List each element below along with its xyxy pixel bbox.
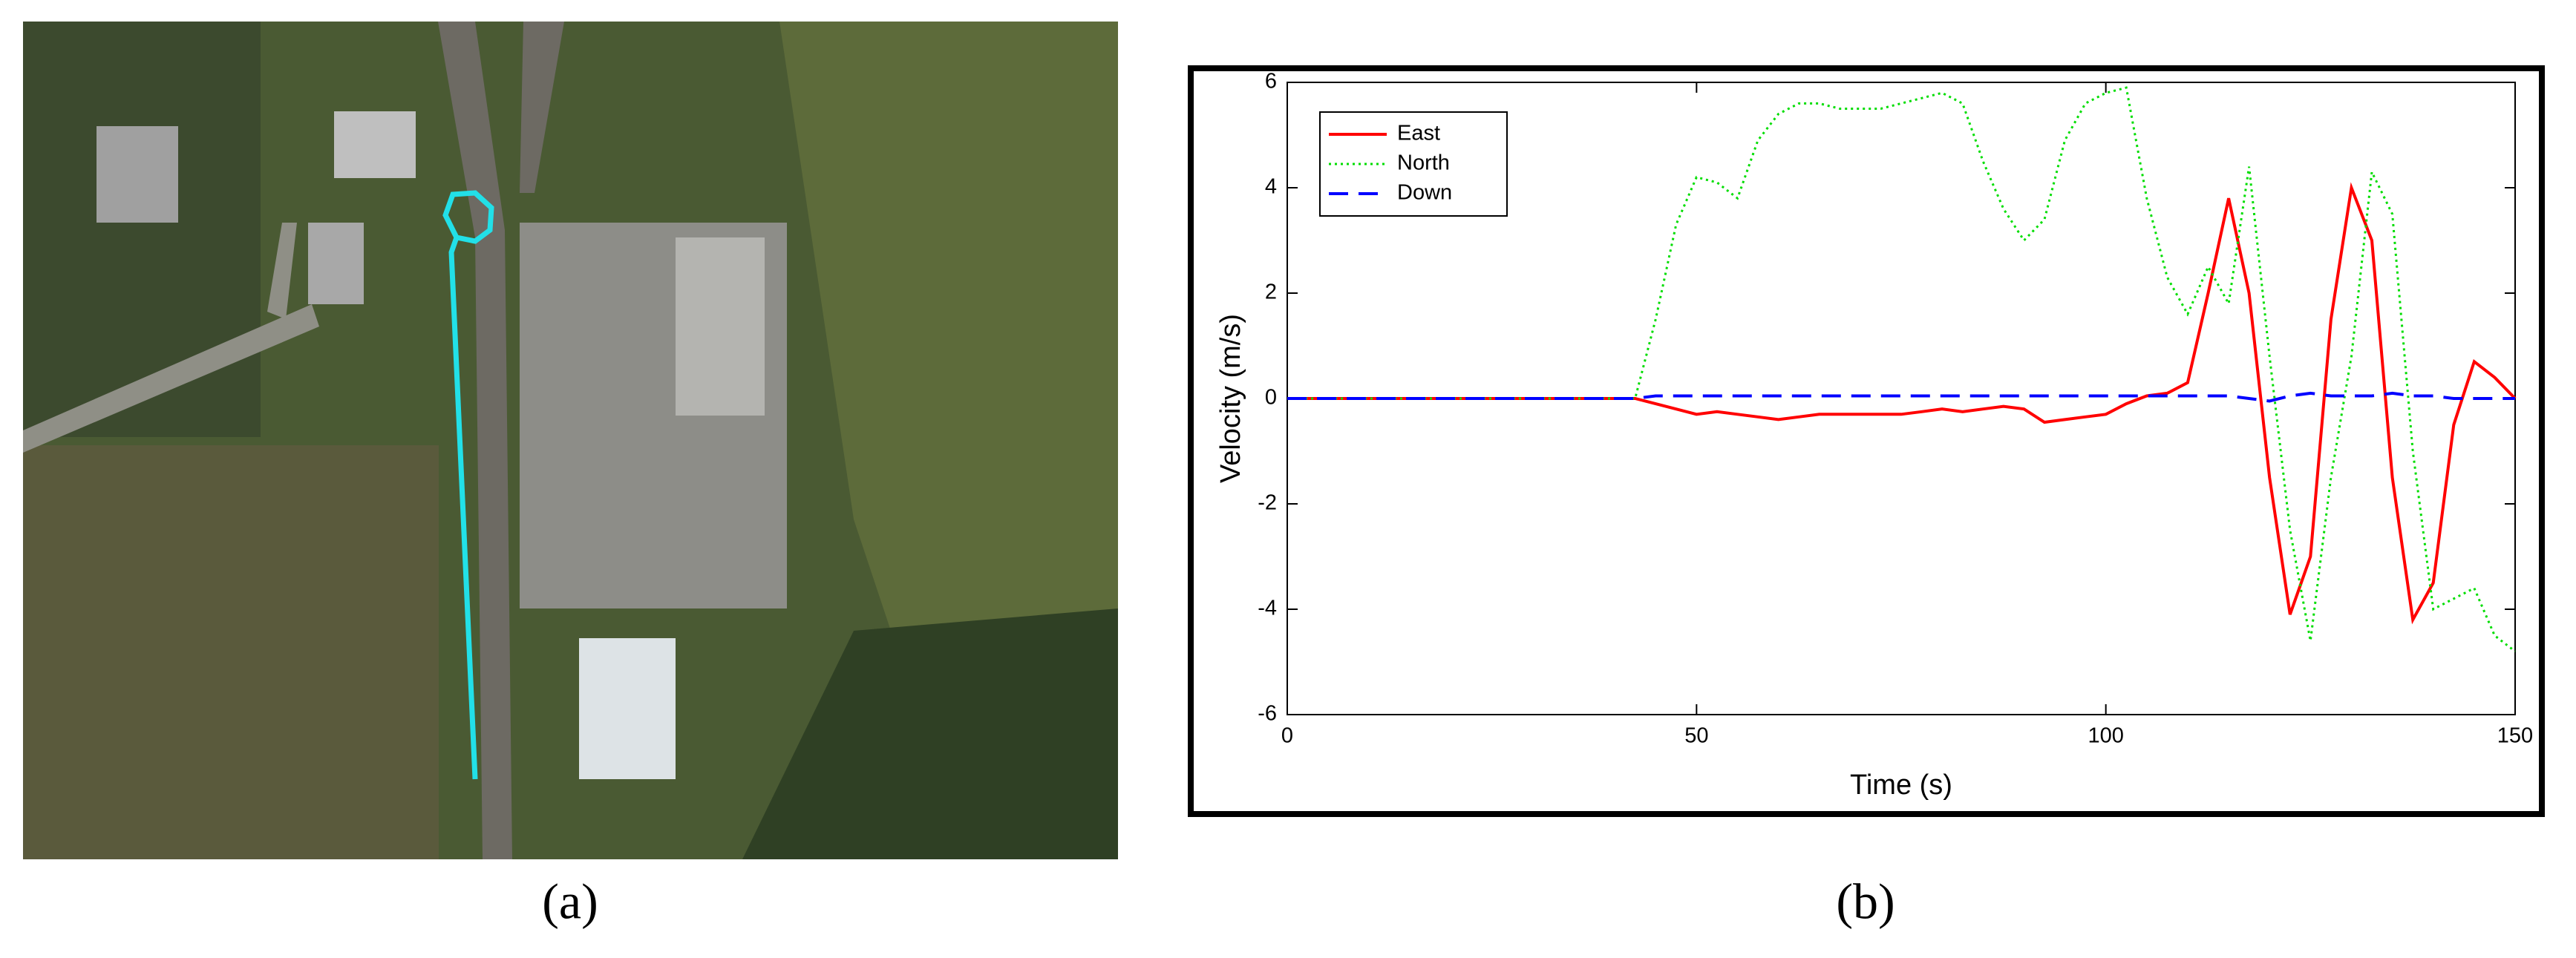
field xyxy=(23,22,261,437)
x-axis-label: Time (s) xyxy=(1850,770,1952,801)
chart-frame xyxy=(1188,65,2545,817)
y-tick-label: 4 xyxy=(1265,175,1277,199)
road xyxy=(438,22,512,859)
orchard xyxy=(742,608,1118,859)
x-tick-label: 150 xyxy=(2497,724,2533,748)
y-tick-label: -2 xyxy=(1258,491,1277,515)
building xyxy=(676,237,765,416)
road xyxy=(267,223,297,319)
legend-label: North xyxy=(1397,151,1450,175)
y-tick-label: 6 xyxy=(1265,70,1277,93)
field xyxy=(23,445,439,859)
y-tick-label: -6 xyxy=(1258,702,1277,726)
road xyxy=(23,304,319,453)
building xyxy=(308,223,364,304)
field xyxy=(779,22,1118,742)
data-line xyxy=(1287,182,2517,625)
building xyxy=(97,126,178,223)
legend-label: East xyxy=(1397,122,1440,145)
y-tick-label: 2 xyxy=(1265,280,1277,304)
y-tick-label: -4 xyxy=(1258,597,1277,620)
x-tick-label: 50 xyxy=(1684,724,1708,748)
trajectory xyxy=(442,190,494,780)
building xyxy=(334,111,416,178)
x-tick-label: 100 xyxy=(2088,724,2123,748)
legend-box xyxy=(1319,111,1508,217)
panel-caption: (b) xyxy=(1836,873,1895,930)
panel-caption: (a) xyxy=(542,873,598,930)
x-tick-label: 0 xyxy=(1281,724,1293,748)
y-axis-label: Velocity (m/s) xyxy=(1215,314,1246,483)
legend-label: Down xyxy=(1397,181,1452,205)
satellite-photo xyxy=(23,22,1118,859)
building xyxy=(579,638,676,779)
data-line xyxy=(1287,391,2515,403)
road xyxy=(520,22,564,193)
y-tick-label: 0 xyxy=(1265,386,1277,410)
